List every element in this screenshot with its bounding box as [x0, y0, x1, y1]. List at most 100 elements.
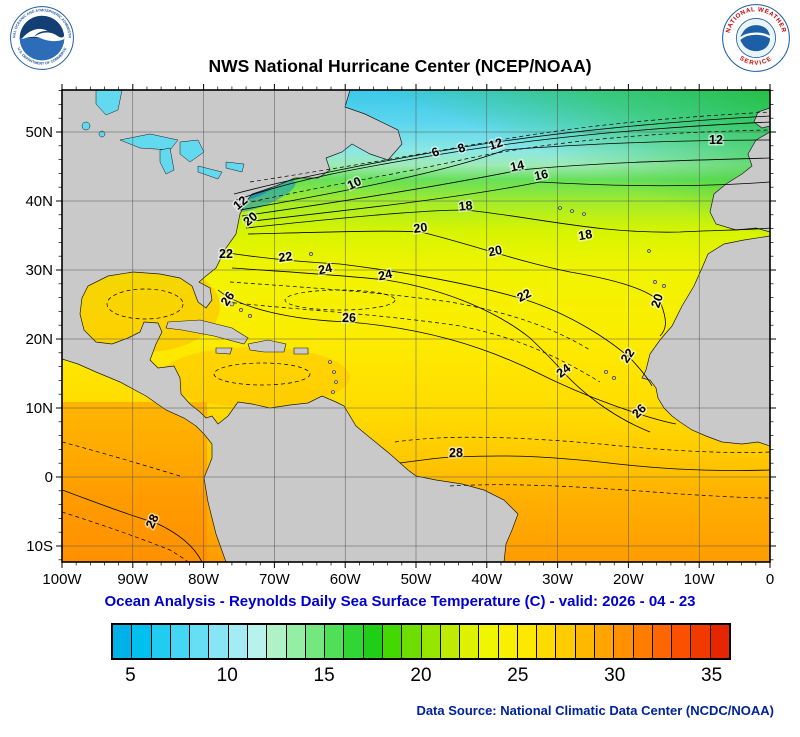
- colorbar-tick: 30: [604, 665, 626, 686]
- island-antilles: [334, 380, 338, 384]
- noaa-gull-icon: [21, 28, 65, 42]
- island-azores: [570, 209, 574, 213]
- isotherm-loop-sargasso: [284, 289, 396, 311]
- island-canaries: [662, 284, 666, 288]
- contour-label: 22: [278, 249, 294, 265]
- colorbar-cell: [537, 625, 557, 658]
- colorbar-tick: 35: [701, 665, 723, 686]
- isotherm-loop-caribbean: [213, 362, 311, 386]
- colorbar-tick: 10: [216, 665, 238, 686]
- landmass-europe: [709, 131, 770, 233]
- island-antilles: [332, 370, 336, 374]
- colorbar-cell: [132, 625, 152, 658]
- colorbar-cell: [595, 625, 615, 658]
- island-puerto-rico: [293, 347, 309, 355]
- colorbar-cell: [691, 625, 711, 658]
- island-cape-verde: [612, 376, 616, 380]
- axis-labels: 50N 40N 30N 20N 10N 0 10S 100W 90W 80W 70W 60W 50W 40…: [25, 124, 774, 588]
- colorbar-tick: 20: [410, 665, 432, 686]
- island-cuba: [165, 319, 249, 345]
- isotherm-16: [243, 181, 770, 223]
- colorbar-cell: [170, 625, 191, 658]
- island-bahamas: [239, 308, 243, 312]
- contour-label: 24: [377, 267, 394, 284]
- noaa-emblem-sea: [19, 38, 65, 61]
- lon-label: 30W: [542, 571, 574, 588]
- isotherm-28: [399, 455, 770, 471]
- landmass-africa: [641, 235, 770, 447]
- lon-label: 20W: [613, 571, 645, 588]
- isotherm-22: [221, 251, 653, 387]
- isotherm-dashed: [249, 111, 770, 183]
- island-bermuda: [309, 252, 313, 256]
- colorbar-cell: [421, 625, 441, 658]
- contour-label: 12: [487, 135, 505, 153]
- colorbar-cell: [440, 625, 461, 658]
- colorbar-cell: [209, 625, 229, 658]
- lake-superior: [119, 133, 179, 151]
- data-source: Data Source: National Climatic Data Cent…: [416, 703, 774, 718]
- lon-label: 40W: [471, 571, 503, 588]
- map-caption: Ocean Analysis - Reynolds Daily Sea Surf…: [104, 593, 696, 610]
- colorbar: [111, 623, 731, 660]
- colorbar-cell: [479, 625, 499, 658]
- colorbar-cell: [710, 625, 729, 658]
- colorbar-cell: [517, 625, 538, 658]
- colorbar-cell: [556, 625, 576, 658]
- island-azores: [558, 206, 562, 210]
- contour-label: 28: [449, 446, 463, 460]
- james-bay: [95, 90, 123, 116]
- nws-logo: NATIONAL WEATHER SERVICE: [722, 4, 790, 72]
- lon-label: 60W: [330, 571, 362, 588]
- isotherm-18: [245, 209, 770, 233]
- contour-label: 12: [709, 133, 723, 147]
- nws-ring-text-bottom: SERVICE: [738, 55, 772, 67]
- contour-label: 20: [487, 243, 504, 260]
- isotherm-20: [247, 230, 666, 337]
- colorbar-cell: [286, 625, 306, 658]
- colorbar-cell: [498, 625, 518, 658]
- lake-winnipeg: [81, 121, 91, 131]
- contour-label: 22: [219, 247, 233, 261]
- isotherm-10: [237, 129, 770, 206]
- colorbar-tick: 15: [313, 665, 335, 686]
- colorbar-cell: [672, 625, 692, 658]
- lat-label: 50N: [25, 124, 53, 141]
- island-jamaica: [215, 347, 233, 355]
- isotherm-dashed: [394, 436, 770, 453]
- island-bahamas: [248, 314, 252, 318]
- contour-label: 24: [317, 261, 334, 278]
- colorbar-cell: [614, 625, 634, 658]
- caribbean-warm-water: [160, 347, 350, 407]
- svg-text:SERVICE: SERVICE: [738, 55, 773, 67]
- isotherm-dashed: [62, 511, 189, 562]
- isotherm-8: [235, 121, 770, 201]
- contour-label: 20: [413, 220, 429, 236]
- island-hispaniola: [247, 339, 287, 353]
- island-canaries: [653, 280, 657, 284]
- colorbar-cell: [344, 625, 364, 658]
- colorbar-cell: [228, 625, 248, 658]
- contour-label: 14: [509, 158, 526, 175]
- isotherm-dashed: [62, 441, 181, 477]
- lat-label: 10S: [26, 538, 53, 555]
- isotherm-dashed: [449, 484, 770, 499]
- nws-gull-icon: [738, 32, 774, 40]
- lon-label: 70W: [259, 571, 291, 588]
- colorbar-tick: 5: [125, 665, 136, 686]
- colorbar-cell: [363, 625, 383, 658]
- colorbar-cells: [113, 625, 729, 658]
- axis-ticks: [56, 84, 776, 568]
- contour-label: 26: [342, 311, 356, 325]
- colorbar-cell: [575, 625, 596, 658]
- sst-contours: [62, 111, 770, 562]
- island-cape-verde: [604, 370, 608, 374]
- contour-label: 18: [458, 198, 473, 213]
- colorbar-tick-labels: 5 10 15 20 25 30 35: [111, 665, 731, 691]
- lat-label: 30N: [25, 262, 53, 279]
- contour-label: 20: [648, 292, 666, 310]
- lat-label: 20N: [25, 331, 53, 348]
- contour-label: 16: [533, 167, 550, 184]
- lake-erie: [197, 165, 223, 180]
